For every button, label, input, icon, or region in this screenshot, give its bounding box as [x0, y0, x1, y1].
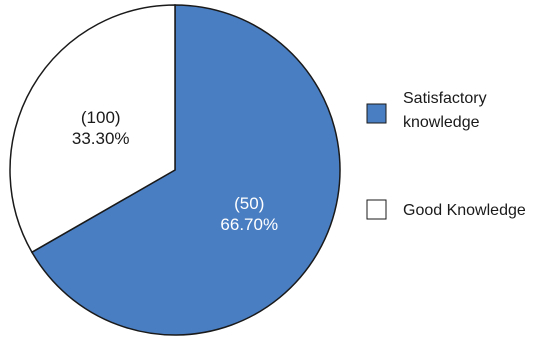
- legend-swatch: [366, 103, 387, 124]
- legend-label: knowledge: [403, 114, 480, 131]
- slice-count-label: (50): [234, 194, 264, 213]
- slice-count-label: (100): [81, 108, 121, 127]
- pie-slice-satisfactory-knowledge: [30, 4, 341, 336]
- legend-label: Good Knowledge: [403, 202, 526, 219]
- pie-slice-labels: (50) 66.70% (100) 33.30%: [72, 108, 278, 234]
- legend-swatch: [366, 199, 387, 220]
- legend: Satisfactory knowledge Good Knowledge: [366, 90, 526, 220]
- legend-label: Satisfactory: [403, 90, 487, 107]
- slice-percent-label: 66.70%: [220, 215, 278, 234]
- pie-slices: [9, 4, 341, 336]
- pie-slice-good-knowledge: [9, 4, 176, 254]
- slice-percent-label: 33.30%: [72, 129, 130, 148]
